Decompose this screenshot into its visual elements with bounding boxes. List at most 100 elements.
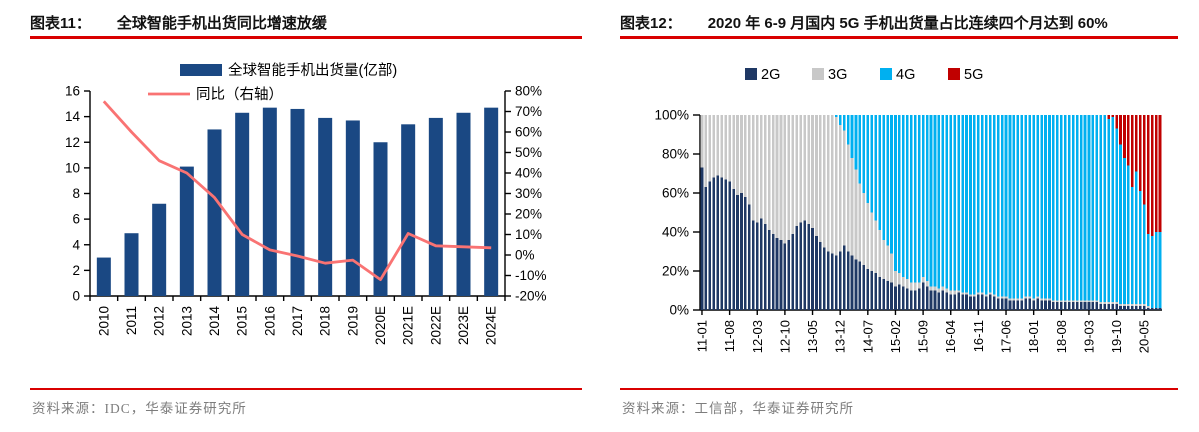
svg-text:14: 14 xyxy=(65,109,81,124)
figure-12-label: 图表12： xyxy=(620,15,682,32)
figure-12-source: 资料来源：工信部，华泰证券研究所 xyxy=(622,401,854,416)
svg-text:-20%: -20% xyxy=(515,289,547,304)
figure-12-title: 图表12： 2020 年 6-9 月国内 5G 手机出货量占比连续四个月达到 6… xyxy=(620,12,1178,33)
figure-11-heading: 全球智能手机出货同比增速放缓 xyxy=(116,15,327,32)
svg-text:2015: 2015 xyxy=(235,306,250,336)
svg-text:20%: 20% xyxy=(515,207,542,222)
svg-text:40%: 40% xyxy=(662,225,689,240)
bar-2019 xyxy=(345,120,360,296)
bar-2022E xyxy=(428,117,443,296)
svg-text:12: 12 xyxy=(65,135,80,150)
svg-text:12-10: 12-10 xyxy=(777,320,792,353)
svg-text:19-03: 19-03 xyxy=(1081,320,1096,353)
x-axis-labels: 2010 2011 2012 2013 2014 2015 2016 2017 2018 2019… xyxy=(96,306,498,346)
svg-text:10%: 10% xyxy=(515,227,542,242)
svg-text:10: 10 xyxy=(65,160,80,175)
svg-text:3G: 3G xyxy=(828,67,847,83)
shipments-chart-svg: 全球智能手机出货量(亿部) 同比（右轴） 0 2 4 6 8 10 12 14 16 -20% -10%… xyxy=(65,61,547,346)
legend-swatch-3G xyxy=(812,68,824,80)
svg-text:2G: 2G xyxy=(761,67,780,83)
svg-text:15-02: 15-02 xyxy=(888,320,903,353)
svg-text:14-07: 14-07 xyxy=(860,320,875,353)
svg-text:70%: 70% xyxy=(515,104,542,119)
bar-2024E xyxy=(484,107,499,296)
svg-text:50%: 50% xyxy=(515,145,542,160)
svg-text:8: 8 xyxy=(72,186,80,201)
legend-swatch-4G xyxy=(880,68,892,80)
svg-text:17-06: 17-06 xyxy=(999,320,1014,353)
figure-12-heading: 2020 年 6-9 月国内 5G 手机出货量占比连续四个月达到 60% xyxy=(707,15,1108,32)
svg-text:12-03: 12-03 xyxy=(750,320,765,353)
bar-2011 xyxy=(124,233,139,296)
svg-text:4G: 4G xyxy=(896,67,915,83)
bar-2016 xyxy=(262,107,277,296)
svg-text:2: 2 xyxy=(72,263,80,278)
legend-swatch-2G xyxy=(745,68,757,80)
svg-text:2021E: 2021E xyxy=(401,306,416,345)
figure-11-source: 资料来源：IDC，华泰证券研究所 xyxy=(32,401,247,416)
svg-text:100%: 100% xyxy=(654,108,689,123)
svg-text:2010: 2010 xyxy=(96,306,111,336)
bar-2020E xyxy=(373,142,388,296)
bar-2013 xyxy=(179,166,194,296)
svg-text:11-01: 11-01 xyxy=(694,320,709,352)
svg-text:2022E: 2022E xyxy=(428,306,443,345)
figure-11-title-underline xyxy=(30,36,582,39)
svg-text:全球智能手机出货量(亿部): 全球智能手机出货量(亿部) xyxy=(228,61,397,79)
figure-12-title-underline xyxy=(620,36,1178,39)
svg-text:20%: 20% xyxy=(662,264,689,279)
svg-text:2023E: 2023E xyxy=(456,306,471,345)
svg-text:2024E: 2024E xyxy=(484,306,499,345)
legend-swatch-5G xyxy=(948,68,960,80)
svg-text:-10%: -10% xyxy=(515,268,547,283)
svg-text:13-12: 13-12 xyxy=(833,320,848,353)
svg-text:2016: 2016 xyxy=(262,306,277,336)
global-smartphone-shipments-chart: 全球智能手机出货量(亿部) 同比（右轴） 0 2 4 6 8 10 12 14 16 -20% -10%… xyxy=(30,44,582,387)
svg-text:2014: 2014 xyxy=(207,306,222,337)
legend: 全球智能手机出货量(亿部) 同比（右轴） xyxy=(148,61,397,103)
stacked-bars xyxy=(700,115,1162,310)
svg-text:2011: 2011 xyxy=(124,306,139,335)
figure-11-title: 图表11： 全球智能手机出货同比增速放缓 xyxy=(30,12,582,33)
legend-bar-swatch xyxy=(180,64,222,76)
svg-text:13-05: 13-05 xyxy=(805,320,820,353)
bar-2023E xyxy=(456,112,471,296)
svg-text:2017: 2017 xyxy=(290,306,305,336)
svg-text:80%: 80% xyxy=(515,84,542,99)
5g-share-chart-svg: 2G 3G 4G 5G 0% 20% 40% 60% 80% 100% 11-01 11-08 12-0… xyxy=(654,67,1162,353)
svg-text:2020E: 2020E xyxy=(373,306,388,345)
bar-2015 xyxy=(235,112,250,296)
shipment-bars xyxy=(96,107,499,296)
figure-11: 图表11： 全球智能手机出货同比增速放缓 全球智能手机出货量(亿部) 同比（右轴）… xyxy=(30,0,582,432)
yoy-line xyxy=(102,100,492,282)
figure-12-source-rule xyxy=(620,388,1178,390)
svg-text:18-01: 18-01 xyxy=(1026,320,1041,353)
svg-text:30%: 30% xyxy=(515,186,542,201)
bar-2018 xyxy=(318,117,333,296)
bar-2014 xyxy=(207,129,222,296)
svg-text:0: 0 xyxy=(72,289,80,304)
figure-11-label: 图表11： xyxy=(30,15,91,32)
svg-text:40%: 40% xyxy=(515,166,542,181)
svg-text:0%: 0% xyxy=(515,248,535,263)
svg-text:18-08: 18-08 xyxy=(1054,320,1069,353)
svg-text:20-05: 20-05 xyxy=(1137,320,1152,353)
bar-2012 xyxy=(152,203,167,296)
svg-text:16: 16 xyxy=(65,84,80,99)
china-5g-shipment-share-chart: 2G 3G 4G 5G 0% 20% 40% 60% 80% 100% 11-01 11-08 12-0… xyxy=(620,44,1178,387)
svg-text:2012: 2012 xyxy=(152,306,167,336)
bar-2010 xyxy=(96,257,111,296)
svg-text:5G: 5G xyxy=(964,67,983,83)
figure-12: 图表12： 2020 年 6-9 月国内 5G 手机出货量占比连续四个月达到 6… xyxy=(620,0,1178,432)
svg-text:2013: 2013 xyxy=(179,306,194,336)
svg-text:2018: 2018 xyxy=(318,306,333,336)
svg-text:15-09: 15-09 xyxy=(916,320,931,353)
figure-11-source-rule xyxy=(30,388,582,390)
svg-text:2019: 2019 xyxy=(345,306,360,336)
svg-text:16-11: 16-11 xyxy=(971,320,986,352)
svg-text:19-10: 19-10 xyxy=(1109,320,1124,353)
bar-2021E xyxy=(401,124,416,296)
x-axis-labels: 11-01 11-08 12-03 12-10 13-05 13-12 14-07 15-02… xyxy=(694,310,1152,353)
svg-text:4: 4 xyxy=(72,237,80,252)
